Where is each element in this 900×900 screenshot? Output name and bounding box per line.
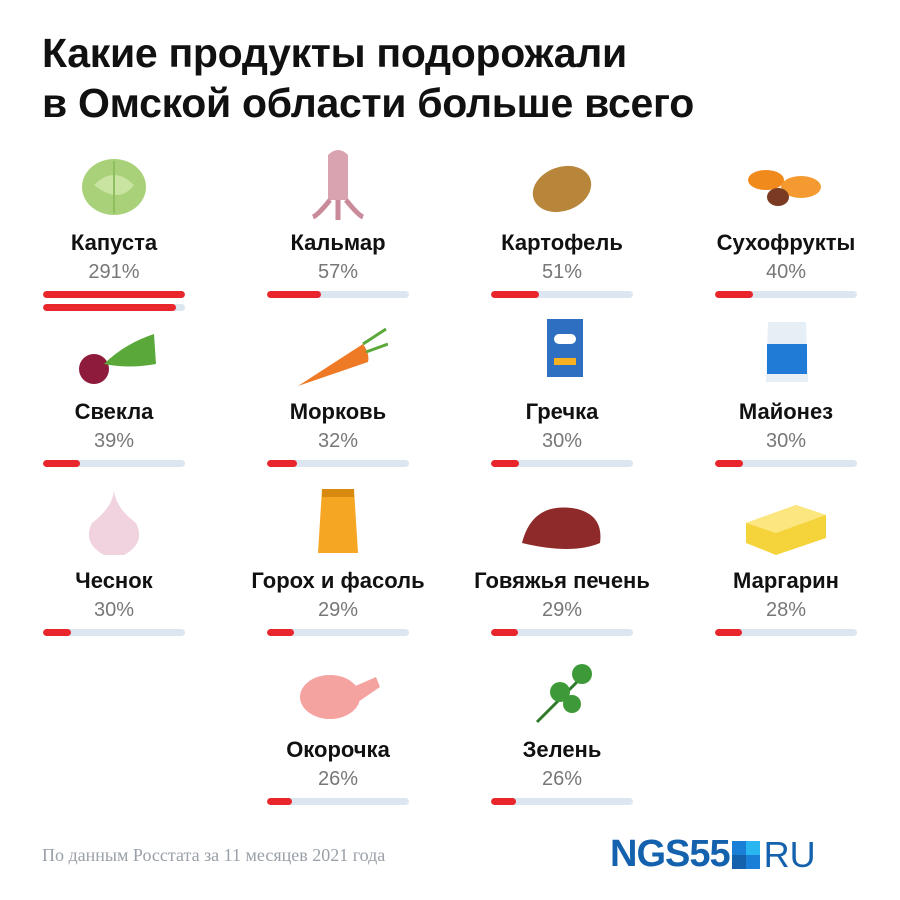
bar-fill <box>491 798 516 805</box>
product-name: Чеснок <box>75 568 153 593</box>
product-card: Зелень 26% <box>462 652 662 805</box>
bar-fill <box>491 629 519 636</box>
bar-fill <box>43 629 72 636</box>
source-note: По данным Росстата за 11 месяцев 2021 го… <box>42 845 386 865</box>
product-name: Картофель <box>501 230 623 255</box>
logo-text: NGS55 <box>610 833 731 875</box>
bar-track <box>267 798 409 805</box>
logo-squares-icon <box>731 840 760 869</box>
bar-track <box>267 291 409 298</box>
product-name: Свекла <box>74 399 154 424</box>
product-name: Окорочка <box>286 737 390 762</box>
garlic-icon <box>88 491 140 555</box>
bar-track <box>43 291 185 298</box>
product-card: Кальмар 57% <box>238 145 438 298</box>
price-increase: 26% <box>541 768 583 790</box>
price-increase: 29% <box>317 599 359 621</box>
bar-fill <box>491 460 520 467</box>
ngs55-logo: NGS55 RU <box>610 833 816 876</box>
bar-track <box>43 460 185 467</box>
price-increase: 57% <box>317 261 359 283</box>
bar-fill <box>267 291 321 298</box>
beef-liver-icon <box>522 507 601 549</box>
beet-icon <box>79 334 156 384</box>
bar-track <box>491 460 633 467</box>
product-card: Чеснок 30% <box>14 483 214 636</box>
product-name: Гречка <box>525 399 599 424</box>
product-name: Сухофрукты <box>716 230 856 255</box>
page-title: Какие продукты подорожали в Омской област… <box>42 28 694 128</box>
product-card: Сухофрукты 40% <box>686 145 886 298</box>
bar-track <box>491 629 633 636</box>
margarine-icon <box>746 505 826 555</box>
beans-icon <box>318 489 358 553</box>
price-increase: 39% <box>93 430 135 452</box>
product-card: Капуста 291% <box>14 145 214 311</box>
product-name: Говяжья печень <box>474 568 650 593</box>
product-name: Зелень <box>522 737 602 762</box>
product-card: Маргарин 28% <box>686 483 886 636</box>
product-card: Картофель 51% <box>462 145 662 298</box>
title-line-1: Какие продукты подорожали <box>42 30 627 76</box>
buckwheat-icon <box>547 319 583 377</box>
bar-fill <box>715 291 753 298</box>
product-name: Майонез <box>738 399 834 424</box>
product-card: Гречка 30% <box>462 314 662 467</box>
title-line-2: в Омской области больше всего <box>42 80 695 126</box>
price-increase: 32% <box>317 430 359 452</box>
potato-icon <box>532 165 592 213</box>
product-card: Майонез 30% <box>686 314 886 467</box>
price-increase: 29% <box>541 599 583 621</box>
price-increase: 26% <box>317 768 359 790</box>
product-name: Кальмар <box>290 230 386 255</box>
price-increase: 30% <box>541 430 583 452</box>
bar-fill <box>267 798 292 805</box>
greens-icon <box>535 664 592 724</box>
product-name: Капуста <box>70 230 158 255</box>
bar-track <box>715 460 857 467</box>
price-increase: 30% <box>765 430 807 452</box>
chicken-leg-icon <box>300 675 380 719</box>
bar-track <box>267 629 409 636</box>
bar-track <box>715 629 857 636</box>
bar-fill <box>715 460 744 467</box>
bar-fill <box>715 629 742 636</box>
carrot-icon <box>298 327 388 386</box>
bar-track <box>43 629 185 636</box>
price-increase: 30% <box>93 599 135 621</box>
bar-fill <box>267 629 295 636</box>
product-card: Горох и фасоль 29% <box>238 483 438 636</box>
bar-fill <box>43 460 80 467</box>
bar-fill <box>43 304 177 311</box>
price-increase: 291% <box>88 261 140 283</box>
price-increase: 40% <box>765 261 807 283</box>
product-name: Горох и фасоль <box>251 568 425 593</box>
price-increase: 51% <box>541 261 583 283</box>
dried-fruit-icon <box>748 170 821 206</box>
product-card: Свекла 39% <box>14 314 214 467</box>
bar-track <box>491 291 633 298</box>
product-card: Окорочка 26% <box>238 652 438 805</box>
bar-fill <box>491 291 540 298</box>
bar-track <box>267 460 409 467</box>
logo-suffix: RU <box>763 833 816 875</box>
bar-track <box>491 798 633 805</box>
bar-track <box>715 291 857 298</box>
product-card: Морковь 32% <box>238 314 438 467</box>
bar-fill <box>43 291 185 298</box>
price-increase: 28% <box>765 599 807 621</box>
product-card: Говяжья печень 29% <box>462 483 662 636</box>
product-name: Маргарин <box>733 568 839 593</box>
bar-fill <box>267 460 298 467</box>
bar-track <box>43 304 185 311</box>
product-name: Морковь <box>289 399 387 424</box>
mayonnaise-icon <box>766 322 808 382</box>
squid-icon <box>311 150 365 220</box>
cabbage-icon <box>82 159 146 215</box>
